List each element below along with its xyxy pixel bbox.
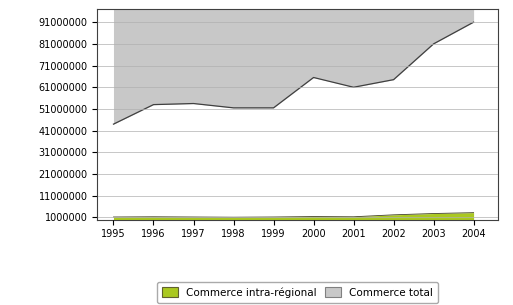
Legend: Commerce intra-régional, Commerce total: Commerce intra-régional, Commerce total bbox=[157, 282, 438, 303]
